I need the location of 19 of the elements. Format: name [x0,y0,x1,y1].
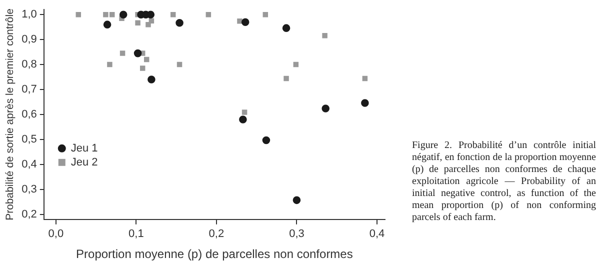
x-axis-title: Proportion moyenne (p) de parcelles non conformes [76,247,353,262]
caption: Figure 2. Probabilité d’un contrôle initial négatif, en fonction de la proportion moyenne (p) de parcelles non conformes de chaque exploitation agricole — Probability of an initial negative control, as function of the mean proportion (p) of non conforming parcels of each farm. [412,140,596,224]
y-tick-label: 0,6 [22,108,37,121]
legend-label: Jeu 2 [70,156,98,168]
y-tick-label: 0,4 [22,158,37,170]
x-tick-label: 0,0 [48,228,64,240]
x-tick-label: 0,2 [208,228,224,240]
y-tick-label: 0,7 [22,84,37,96]
y-tick-label: 0,8 [22,58,37,71]
y-axis-title: Probabilité de sortie après le premier contrôle [4,8,16,220]
x-tick-label: 0,4 [369,228,385,240]
y-tick-label: 0,9 [22,34,37,46]
x-tick-label: 0,3 [289,228,304,240]
y-tick-label: 0,5 [22,134,37,146]
legend-label: Jeu 1 [70,142,98,154]
y-tick-label: 0,3 [22,183,37,196]
y-tick-label: 0,2 [22,208,37,220]
y-tick-label: 1,0 [22,8,37,21]
x-tick-label: 0,1 [128,228,144,240]
